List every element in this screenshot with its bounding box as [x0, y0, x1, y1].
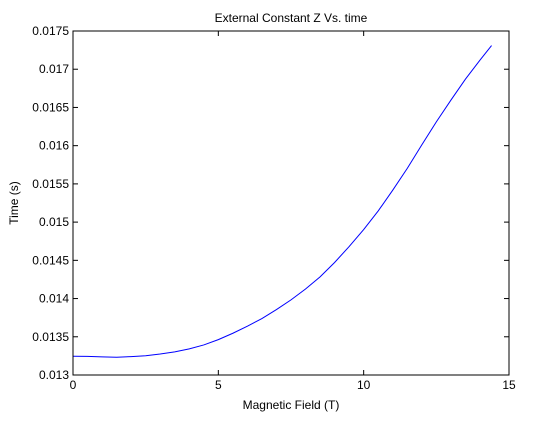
- time-series-line: [72, 45, 492, 358]
- y-tick-label: 0.0155: [32, 177, 69, 191]
- x-tick-label: 0: [70, 378, 77, 392]
- y-tick-label: 0.0145: [32, 253, 69, 267]
- y-tick-label: 0.0175: [32, 24, 69, 38]
- y-axis-label: Time (s): [7, 181, 21, 225]
- y-tick-label: 0.015: [39, 215, 69, 229]
- y-tick-label: 0.016: [39, 139, 69, 153]
- x-axis-label: Magnetic Field (T): [243, 398, 340, 412]
- y-tick-label: 0.0135: [32, 330, 69, 344]
- x-tick-label: 5: [215, 378, 222, 392]
- y-axis-ticks: 0.013 0.0135 0.014 0.0145 0.015 0.0155 0.016 0.…: [32, 24, 509, 382]
- y-tick-label: 0.0165: [32, 100, 69, 114]
- plot-area: [73, 31, 509, 375]
- x-tick-label: 10: [357, 378, 371, 392]
- y-tick-label: 0.014: [39, 292, 69, 306]
- y-tick-label: 0.017: [39, 62, 69, 76]
- y-tick-label: 0.013: [39, 368, 69, 382]
- chart-title: External Constant Z Vs. time: [215, 11, 368, 25]
- x-tick-label: 15: [502, 378, 516, 392]
- plot-frame: [72, 30, 510, 376]
